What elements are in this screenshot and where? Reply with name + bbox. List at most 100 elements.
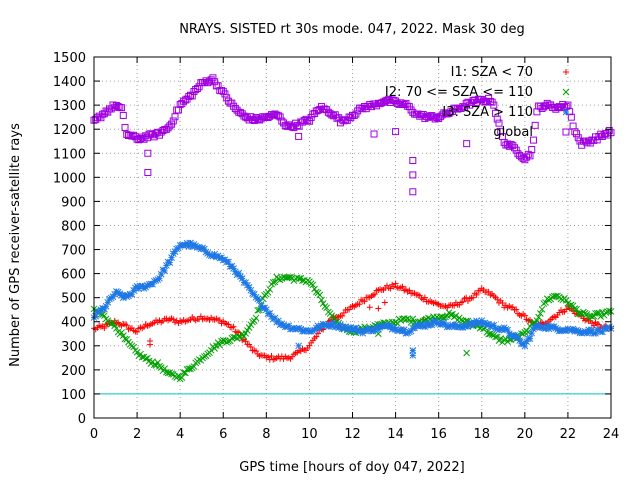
data-point xyxy=(119,111,127,119)
data-point xyxy=(168,370,175,378)
x-tick-label: 18 xyxy=(473,427,490,442)
legend-marker-stroke xyxy=(562,88,570,96)
data-point xyxy=(459,298,466,305)
data-point-stroke xyxy=(576,310,584,317)
data-point-stroke xyxy=(288,274,296,282)
data-point xyxy=(269,279,277,286)
data-point-stroke xyxy=(230,265,237,272)
data-point xyxy=(230,323,237,330)
data-point xyxy=(316,291,324,299)
data-point-stroke xyxy=(254,307,262,314)
x-tick-label: 24 xyxy=(603,427,620,442)
data-point xyxy=(361,298,368,305)
y-tick-label: 100 xyxy=(61,388,86,403)
data-point xyxy=(254,307,262,314)
data-point xyxy=(602,309,610,316)
data-point xyxy=(109,319,117,327)
data-point xyxy=(406,287,413,294)
legend-label: I2: 70 <= SZA <= 110 xyxy=(385,85,533,100)
data-point xyxy=(190,363,198,370)
legend-label: I3: SZA > 110 xyxy=(442,105,533,120)
data-point xyxy=(161,365,169,372)
data-point xyxy=(101,325,108,332)
data-point-box xyxy=(209,74,217,82)
data-point-stroke xyxy=(440,318,448,326)
data-point xyxy=(299,277,306,284)
data-point xyxy=(463,294,470,301)
data-point-stroke xyxy=(190,363,198,370)
data-point-stroke xyxy=(316,291,324,299)
data-point-stroke xyxy=(245,284,253,291)
data-point-stroke xyxy=(144,354,151,362)
x-tick-label: 14 xyxy=(387,427,404,442)
data-point xyxy=(295,275,303,282)
data-point-stroke xyxy=(247,286,255,294)
data-point xyxy=(216,317,223,324)
data-point-stroke xyxy=(195,356,203,363)
data-point-stroke xyxy=(452,312,460,320)
data-point xyxy=(104,299,112,306)
data-point-stroke xyxy=(216,341,224,349)
data-point xyxy=(154,359,162,366)
y-tick-label: 1100 xyxy=(53,147,86,162)
data-point-stroke xyxy=(130,343,137,351)
legend-marker xyxy=(562,88,570,96)
y-tick-label: 200 xyxy=(61,364,86,379)
data-point xyxy=(528,145,536,153)
y-tick-label: 600 xyxy=(61,268,86,283)
x-tick-label: 8 xyxy=(262,427,270,442)
data-point-outlier-stroke xyxy=(295,342,302,350)
data-point xyxy=(266,286,274,293)
y-tick-label: 1200 xyxy=(53,123,86,138)
data-point-outlier-stroke xyxy=(463,349,471,357)
x-tick-label: 0 xyxy=(90,427,98,442)
data-point xyxy=(529,136,537,144)
data-point-outlier xyxy=(409,171,417,179)
x-tick-label: 20 xyxy=(517,427,534,442)
data-point-box xyxy=(119,111,127,119)
data-point-stroke xyxy=(449,310,456,318)
y-tick-label: 1300 xyxy=(53,99,86,114)
data-point-stroke xyxy=(168,370,175,378)
data-point-stroke xyxy=(238,275,246,282)
data-point-stroke xyxy=(319,300,327,307)
data-point xyxy=(573,130,581,138)
data-point-outlier-stroke xyxy=(409,347,417,354)
data-point-stroke xyxy=(118,329,125,336)
data-point-stroke xyxy=(109,319,117,327)
data-point-outlier xyxy=(144,149,152,157)
data-point-stroke xyxy=(535,313,542,321)
data-point-box xyxy=(305,117,313,125)
data-point-stroke xyxy=(602,309,610,316)
data-point-outlier xyxy=(409,347,417,354)
data-point-outlier-box xyxy=(295,132,303,140)
axis-ticks: 0 2 4 6 8 10 12 14 16 18 20 22 240100200300400500600… xyxy=(53,51,619,442)
data-point xyxy=(409,315,417,323)
data-point-stroke xyxy=(599,308,606,316)
legend: I1: SZA < 70 I2: 70 <= SZA <= 110 I3: SZA … xyxy=(385,65,570,140)
data-point xyxy=(513,306,520,313)
data-point xyxy=(421,294,428,301)
data-point-stroke xyxy=(312,288,320,296)
data-point xyxy=(488,331,496,338)
data-point-stroke xyxy=(200,245,208,253)
data-point xyxy=(542,299,549,306)
x-axis-label: GPS time [hours of doy 047, 2022] xyxy=(239,460,464,475)
data-point-stroke xyxy=(337,321,344,328)
data-point-stroke xyxy=(264,289,272,296)
data-point xyxy=(564,101,572,109)
data-point xyxy=(485,288,492,295)
data-point-stroke xyxy=(231,268,239,276)
data-point xyxy=(531,121,539,129)
data-point-stroke xyxy=(138,282,146,290)
data-point-box xyxy=(171,113,179,121)
data-point xyxy=(161,267,169,275)
data-point-stroke xyxy=(242,279,250,286)
data-point-stroke xyxy=(187,239,194,247)
data-point xyxy=(166,259,174,266)
data-point-outlier xyxy=(295,132,303,140)
data-point-stroke xyxy=(133,348,141,356)
data-point-stroke xyxy=(447,311,455,319)
data-point-outlier xyxy=(370,130,378,138)
